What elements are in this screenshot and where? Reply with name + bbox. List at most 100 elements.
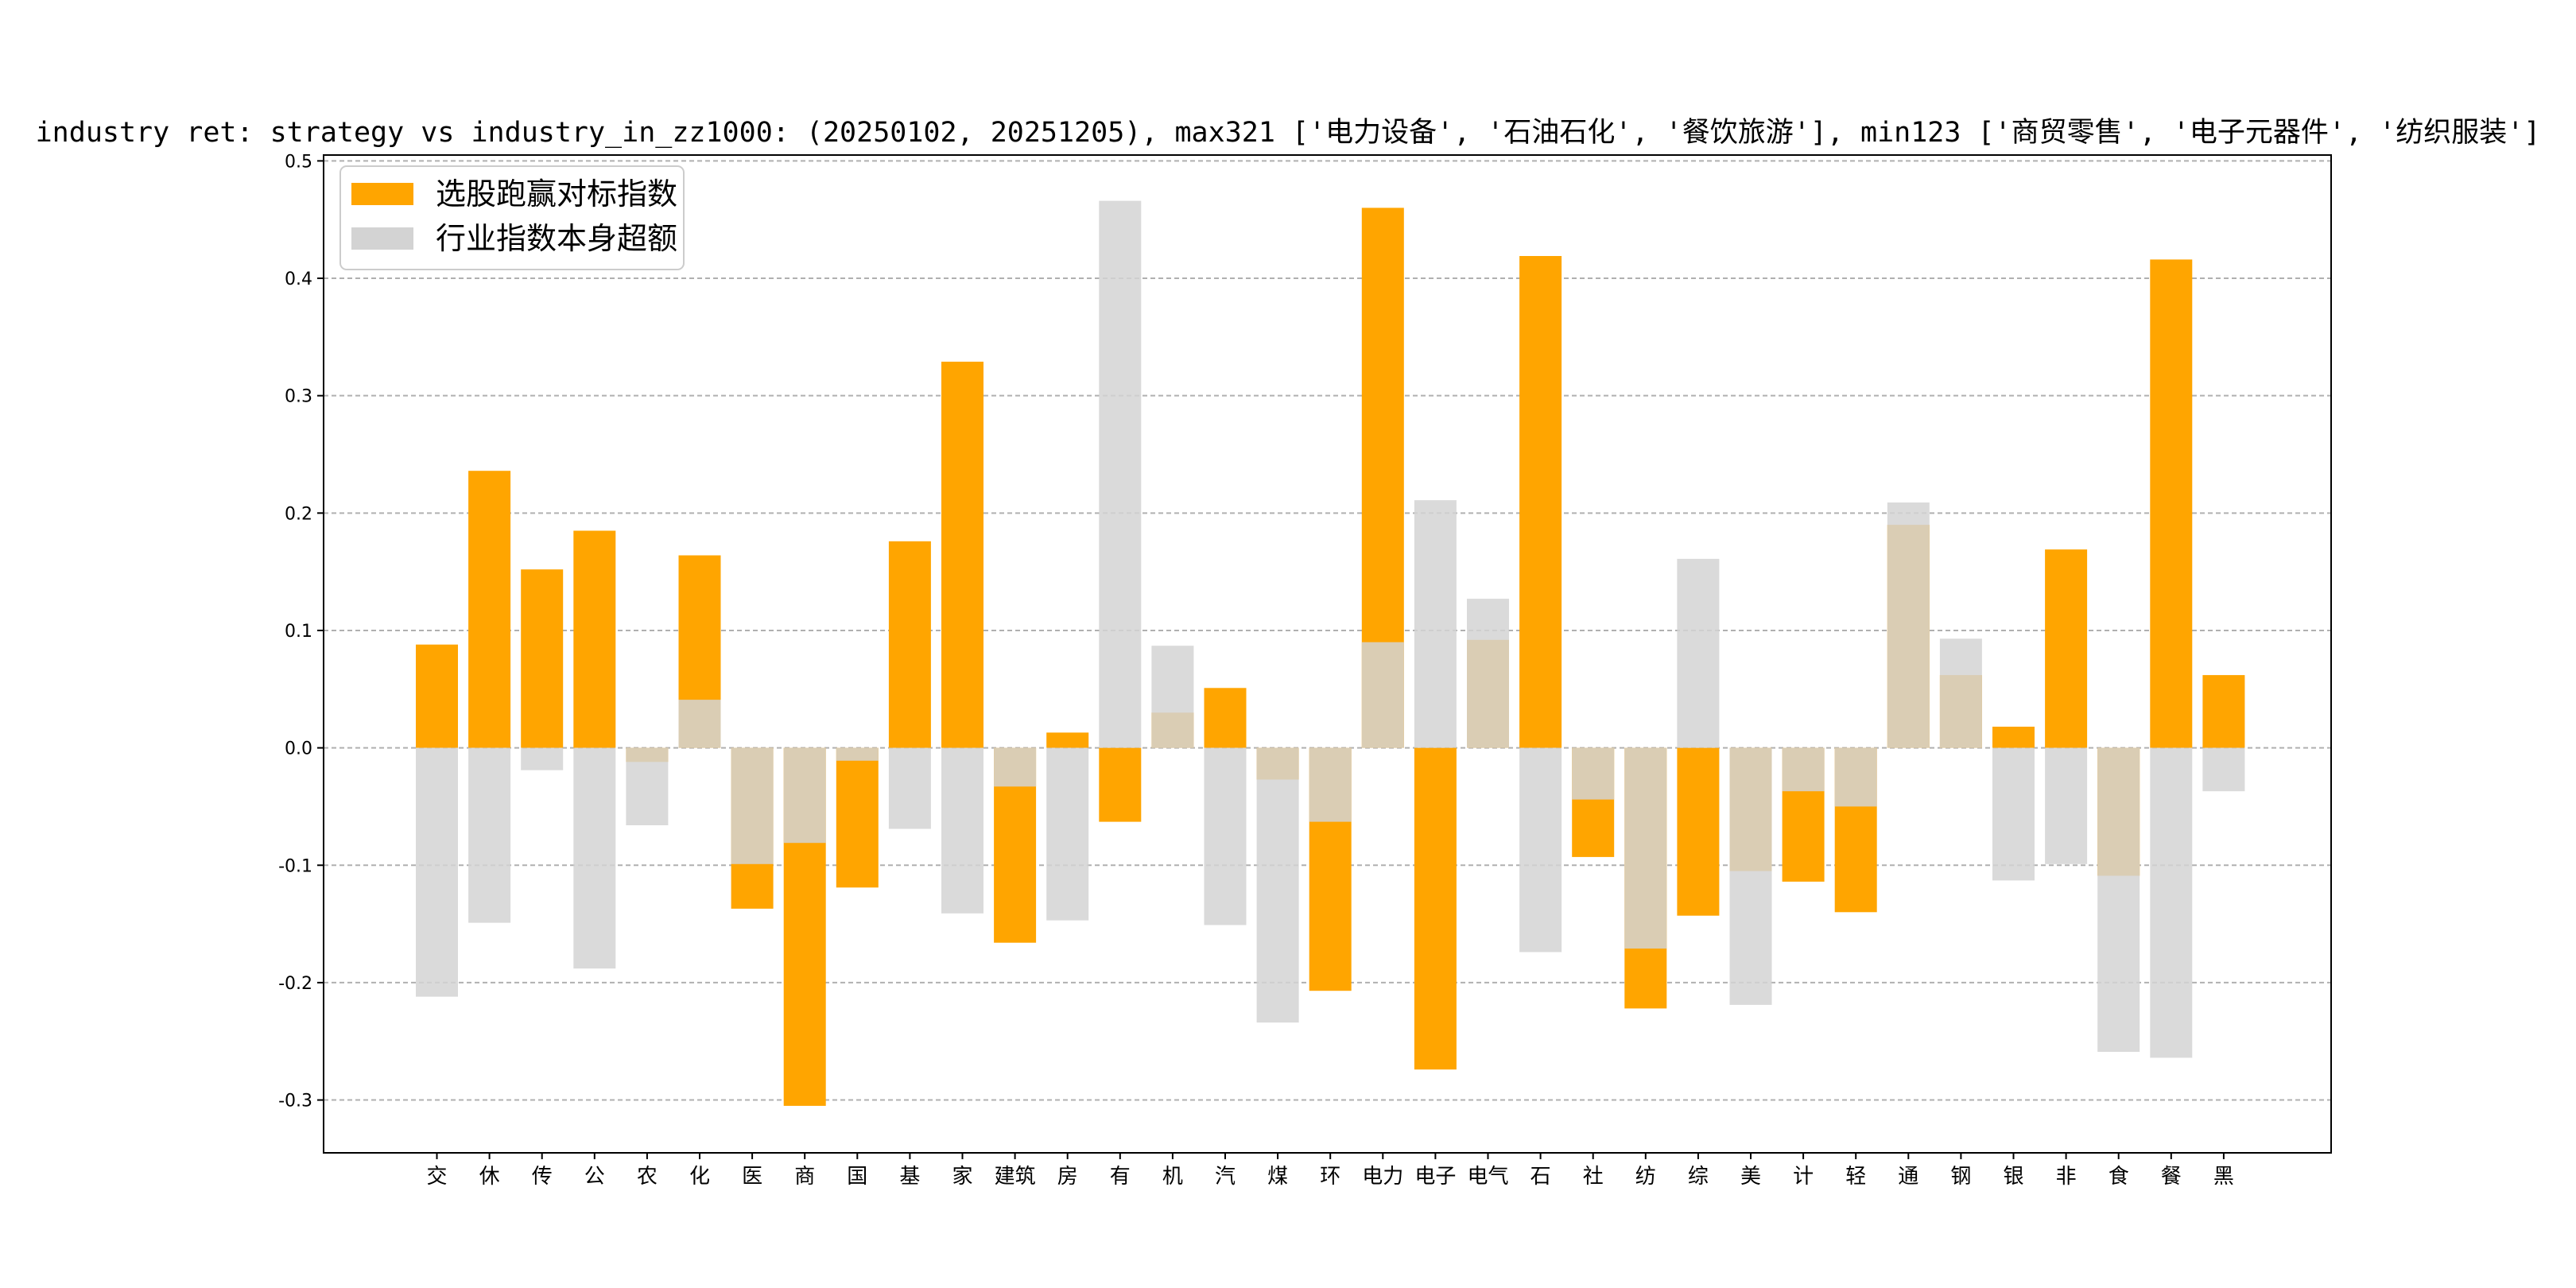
x-tick-label: 公 [584,1165,605,1189]
bar-strategy [1204,688,1247,748]
legend: 选股跑赢对标指数 行业指数本身超额 [339,165,685,270]
x-tick-label: 机 [1162,1165,1183,1189]
y-tick-label: 0.0 [285,739,312,759]
bar-industry [836,747,879,761]
bar-industry [1624,747,1667,949]
bar-industry [1099,200,1142,748]
x-tick-label: 汽 [1215,1165,1236,1189]
y-tick-label: -0.3 [278,1092,312,1111]
bar-industry [2045,747,2088,864]
bar-industry [1677,558,1720,748]
x-tick-label: 休 [479,1165,500,1189]
y-tick-label: -0.2 [278,974,312,994]
bar-strategy [1677,747,1720,916]
y-tick-label: 0.2 [285,504,312,524]
bar-strategy [1099,747,1142,822]
x-tick-label: 电力 [1362,1165,1403,1189]
x-tick-label: 基 [899,1165,920,1189]
bar-industry [783,747,826,844]
bar-industry [1204,747,1247,925]
legend-label-strategy: 选股跑赢对标指数 [436,177,677,211]
legend-swatch-industry [351,227,413,250]
bar-strategy [573,530,616,748]
x-tick-label: 钢 [1950,1165,1971,1189]
bar-industry [888,747,931,829]
bar-industry [1046,747,1089,921]
bar-industry [731,747,774,864]
bar-industry [1834,747,1877,807]
bar-industry [626,747,669,825]
bar-industry [1414,500,1457,748]
y-tick-label: 0.5 [285,152,312,172]
x-tick-label: 非 [2056,1165,2077,1189]
x-tick-label: 计 [1793,1165,1814,1189]
y-tick-label: 0.3 [285,387,312,407]
x-tick-label: 黑 [2213,1165,2234,1189]
x-tick-label: 环 [1320,1165,1340,1189]
bar-strategy [1992,727,2035,748]
y-tick-label: -0.1 [278,856,312,876]
x-tick-label: 综 [1688,1165,1709,1189]
bar-industry [1729,747,1772,1005]
bar-industry [573,747,616,969]
x-tick-label: 食 [2109,1165,2129,1189]
x-tick-label: 通 [1898,1165,1918,1189]
bar-strategy [2150,259,2193,748]
bar-industry [416,747,458,997]
bar-strategy [1414,747,1457,1070]
x-tick-label: 轻 [1845,1165,1866,1189]
x-tick-label: 房 [1057,1165,1078,1189]
bar-industry [1939,638,1982,748]
bar-strategy [521,569,564,748]
bar-industry [1309,747,1352,822]
bar-strategy [1046,732,1089,748]
x-tick-label: 社 [1583,1165,1604,1189]
x-tick-label: 交 [426,1165,447,1189]
bar-strategy [941,361,983,748]
legend-box [339,165,685,270]
bar-industry [994,747,1037,787]
x-tick-label: 国 [847,1165,867,1189]
bar-strategy [2202,675,2245,748]
x-tick-label: 煤 [1267,1165,1288,1189]
x-tick-label: 医 [742,1165,762,1189]
bar-industry [1572,747,1615,800]
x-tick-label: 电气 [1467,1165,1508,1189]
bar-industry [941,747,983,914]
x-tick-label: 餐 [2161,1165,2182,1189]
bar-industry [468,747,511,923]
bar-industry [1361,642,1404,748]
legend-swatch-strategy [351,183,413,205]
x-axis-ticks: 交 休 传 公 农 化 医 商 国 基 家建筑房 有 机 汽 煤 环电力 电子 电气石 社 纺 综 美 计 轻 通 钢 银 非 食 餐 黑 [426,1153,2234,1189]
plot-frame [323,154,2332,1154]
bar-strategy [1519,256,1562,748]
bar-industry [678,700,721,748]
bar-industry [2097,747,2140,1052]
x-tick-label: 家 [952,1165,972,1189]
x-tick-label: 纺 [1635,1165,1656,1189]
y-axis-ticks: -0.3 -0.2 -0.1 0.0 0.1 0.2 0.3 0.4 0.5 [278,152,324,1111]
bar-strategy [836,747,879,888]
bar-industry [1992,747,2035,881]
x-tick-label: 有 [1110,1165,1131,1189]
bar-industry [2150,747,2193,1058]
y-tick-label: 0.1 [285,622,312,642]
bar-industry [1151,646,1194,748]
y-tick-label: 0.4 [285,270,312,289]
x-tick-label: 传 [532,1165,553,1189]
bars [416,200,2245,1106]
x-tick-label: 石 [1530,1165,1551,1189]
x-tick-label: 电子 [1414,1165,1456,1189]
bar-industry [1256,747,1299,1023]
x-tick-label: 化 [689,1165,710,1189]
bar-strategy [416,644,458,748]
x-tick-label: 商 [794,1165,815,1189]
x-tick-label: 建筑 [995,1165,1036,1189]
chart-title: industry ret: strategy vs industry_in_zz… [36,117,2541,149]
bar-strategy [468,471,511,748]
x-tick-label: 农 [637,1165,658,1189]
x-tick-label: 银 [2003,1165,2023,1189]
x-tick-label: 美 [1740,1165,1761,1189]
bar-industry [1467,599,1509,748]
